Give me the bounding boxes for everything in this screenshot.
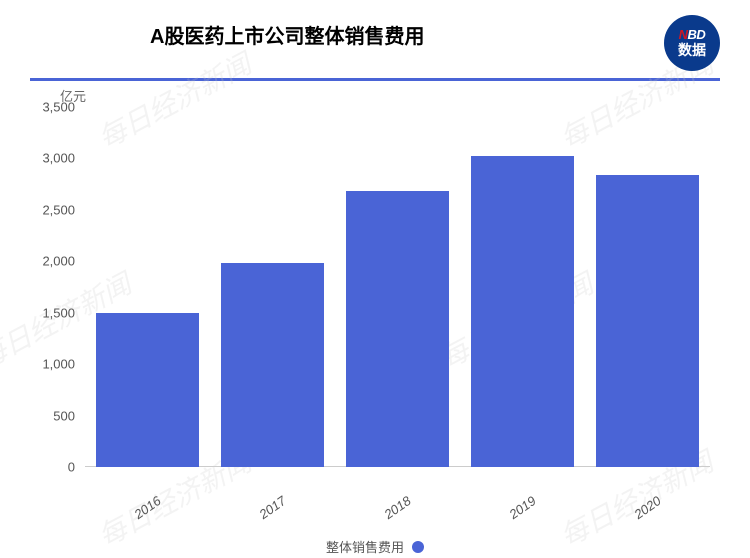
y-tick-label: 3,000 <box>42 151 75 166</box>
logo-text-line1: NBD <box>679 27 706 43</box>
bar-slot <box>585 107 710 467</box>
chart-title: A股医药上市公司整体销售费用 <box>30 20 720 49</box>
y-axis-unit: 亿元 <box>60 86 720 105</box>
legend: 整体销售费用 <box>30 537 720 556</box>
bar <box>596 175 699 467</box>
bar <box>346 191 449 467</box>
bar-slot <box>460 107 585 467</box>
x-axis-labels: 20162017201820192020 <box>85 500 710 515</box>
logo-badge: NBD 数据 <box>664 15 720 71</box>
legend-label: 整体销售费用 <box>326 537 404 556</box>
bar-slot <box>85 107 210 467</box>
chart-header: A股医药上市公司整体销售费用 NBD 数据 <box>30 20 720 70</box>
y-tick-label: 2,000 <box>42 254 75 269</box>
y-tick-label: 3,500 <box>42 100 75 115</box>
chart-container: 每日经济新闻 每日经济新闻 每日经济新闻 每日经济新闻 每日经济新闻 每日经济新… <box>0 0 750 558</box>
bar <box>96 313 199 467</box>
y-tick-label: 1,500 <box>42 305 75 320</box>
plot-area: 05001,0001,5002,0002,5003,0003,500 20162… <box>85 107 710 487</box>
y-tick-label: 0 <box>68 460 75 475</box>
y-axis: 05001,0001,5002,0002,5003,0003,500 <box>30 107 80 467</box>
bar <box>221 263 324 467</box>
legend-swatch <box>412 541 424 553</box>
title-underline <box>30 78 720 81</box>
y-tick-label: 2,500 <box>42 202 75 217</box>
y-tick-label: 500 <box>53 408 75 423</box>
y-tick-label: 1,000 <box>42 357 75 372</box>
bar <box>471 156 574 467</box>
logo-text-line2: 数据 <box>678 42 706 59</box>
bar-slot <box>335 107 460 467</box>
bar-slot <box>210 107 335 467</box>
bars-area <box>85 107 710 467</box>
